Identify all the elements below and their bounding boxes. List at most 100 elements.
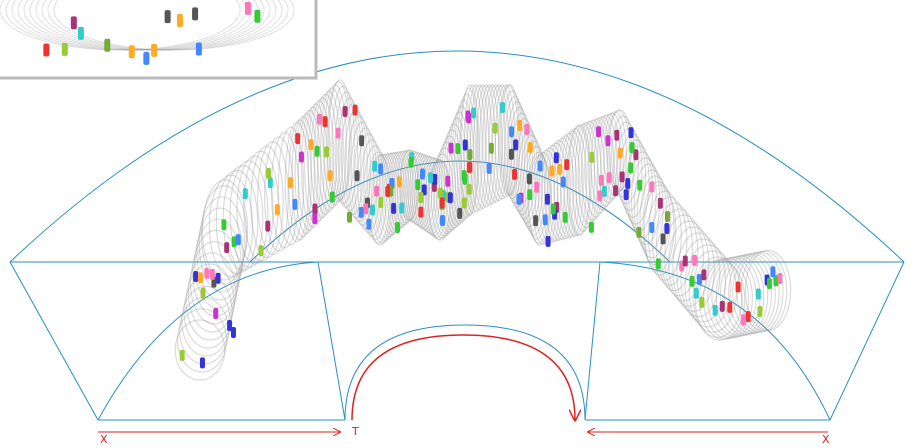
figure — [777, 273, 782, 284]
figure — [528, 142, 533, 153]
figure — [629, 127, 634, 138]
figure — [378, 163, 383, 174]
figure — [455, 143, 460, 154]
figure — [328, 170, 333, 181]
left-inner-edge — [318, 262, 345, 420]
figure — [727, 302, 732, 313]
figure — [467, 184, 472, 195]
figure — [409, 157, 414, 168]
figure — [534, 182, 539, 193]
figure — [463, 139, 468, 150]
figure — [637, 180, 642, 191]
figure — [629, 142, 634, 153]
figure — [448, 192, 453, 203]
figure — [614, 130, 619, 141]
figure — [527, 173, 532, 184]
figure — [624, 189, 629, 200]
left-edge — [10, 262, 98, 420]
figure — [420, 169, 425, 180]
figure — [449, 143, 454, 154]
figure — [193, 271, 198, 282]
figure — [467, 162, 472, 173]
figure — [143, 52, 149, 65]
figure — [557, 164, 562, 175]
x-label: X — [822, 433, 830, 446]
figure — [606, 135, 611, 146]
figure — [690, 276, 695, 287]
right-inner-arc — [600, 262, 830, 420]
figure — [664, 223, 669, 234]
figure — [236, 234, 241, 245]
figure — [428, 172, 433, 183]
figure — [554, 152, 559, 163]
figure — [353, 105, 358, 116]
figure — [201, 288, 206, 299]
figure — [177, 14, 183, 27]
figure — [757, 306, 762, 317]
figure — [151, 44, 157, 57]
figure — [533, 215, 538, 226]
figure — [500, 102, 505, 113]
figure — [692, 255, 697, 266]
figure — [493, 123, 498, 134]
figure — [440, 215, 445, 226]
figure — [713, 305, 718, 316]
figure — [129, 45, 135, 58]
figure — [196, 42, 202, 55]
figure — [538, 161, 543, 172]
figure — [457, 208, 462, 219]
figure — [683, 256, 688, 267]
figure — [658, 198, 663, 209]
right-edge — [830, 262, 904, 420]
figure — [378, 197, 383, 208]
figure — [546, 236, 551, 247]
figure — [324, 146, 329, 157]
figure — [517, 194, 522, 205]
figure — [467, 149, 472, 160]
figure — [561, 176, 566, 187]
figure — [343, 106, 348, 117]
figure — [513, 139, 518, 150]
figure — [359, 135, 364, 146]
figure — [43, 44, 49, 57]
figure — [266, 168, 271, 179]
figure — [245, 2, 251, 15]
figure — [596, 126, 601, 137]
figure — [385, 186, 390, 197]
figure — [254, 10, 260, 23]
figure — [323, 116, 328, 127]
figure — [213, 308, 218, 319]
figure — [363, 203, 368, 214]
figure — [701, 269, 706, 280]
figure — [62, 43, 68, 56]
figure — [597, 190, 602, 201]
figure — [268, 177, 273, 188]
figure — [165, 10, 171, 23]
figure — [524, 124, 529, 135]
figure — [200, 357, 205, 368]
figure — [628, 162, 633, 173]
figure — [543, 214, 548, 225]
figure — [625, 178, 630, 189]
figure — [487, 163, 492, 174]
figure — [471, 107, 476, 118]
figure — [391, 203, 396, 214]
figure — [699, 297, 704, 308]
figure — [198, 272, 203, 283]
figure — [395, 222, 400, 233]
figure — [767, 278, 772, 289]
figure — [545, 194, 550, 205]
figure — [438, 188, 443, 199]
figure — [756, 289, 761, 300]
figure — [71, 16, 77, 29]
figure — [227, 320, 232, 331]
figure — [415, 179, 420, 190]
figure — [104, 39, 110, 52]
figure — [418, 207, 423, 218]
figure — [78, 27, 84, 40]
figure — [656, 258, 661, 269]
figure — [180, 350, 185, 361]
figure — [517, 120, 522, 131]
figure — [336, 128, 341, 139]
figure — [589, 152, 594, 163]
